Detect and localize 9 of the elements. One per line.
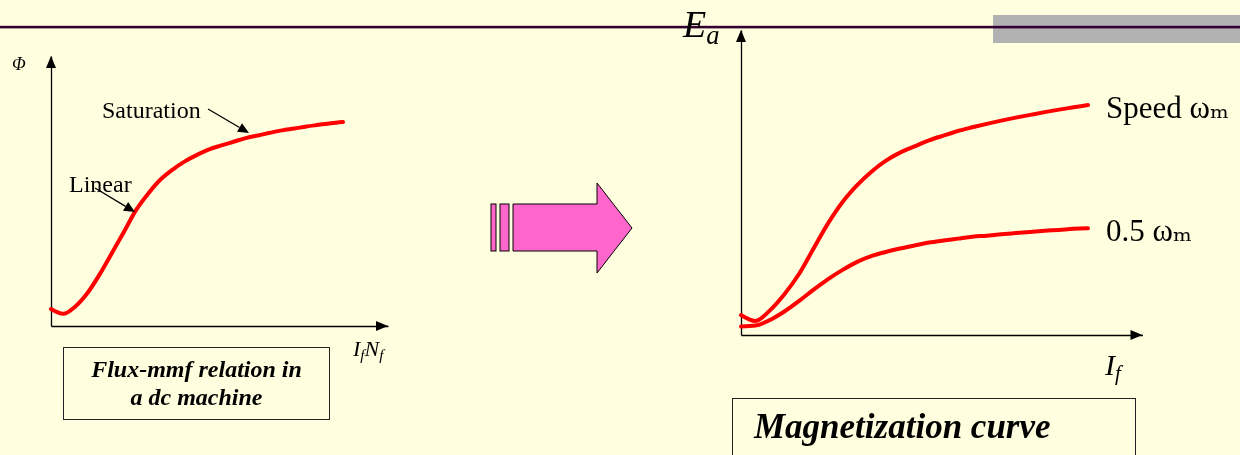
series-label: Speed ωₘ (1106, 90, 1229, 125)
annotation: Saturation (102, 97, 201, 123)
text: Magnetization curve (754, 407, 1052, 446)
y-axis-title: Φ (12, 54, 26, 74)
series-label: 0.5 ωₘ (1106, 213, 1192, 249)
text: Flux-mmf relation in a dc machine (90, 354, 303, 411)
x-axis-title: I$_{f}$N$_{f}$ (353, 336, 384, 363)
annotation: Linear (69, 171, 132, 197)
x-axis-title: I$_{f}$ (1105, 348, 1121, 386)
